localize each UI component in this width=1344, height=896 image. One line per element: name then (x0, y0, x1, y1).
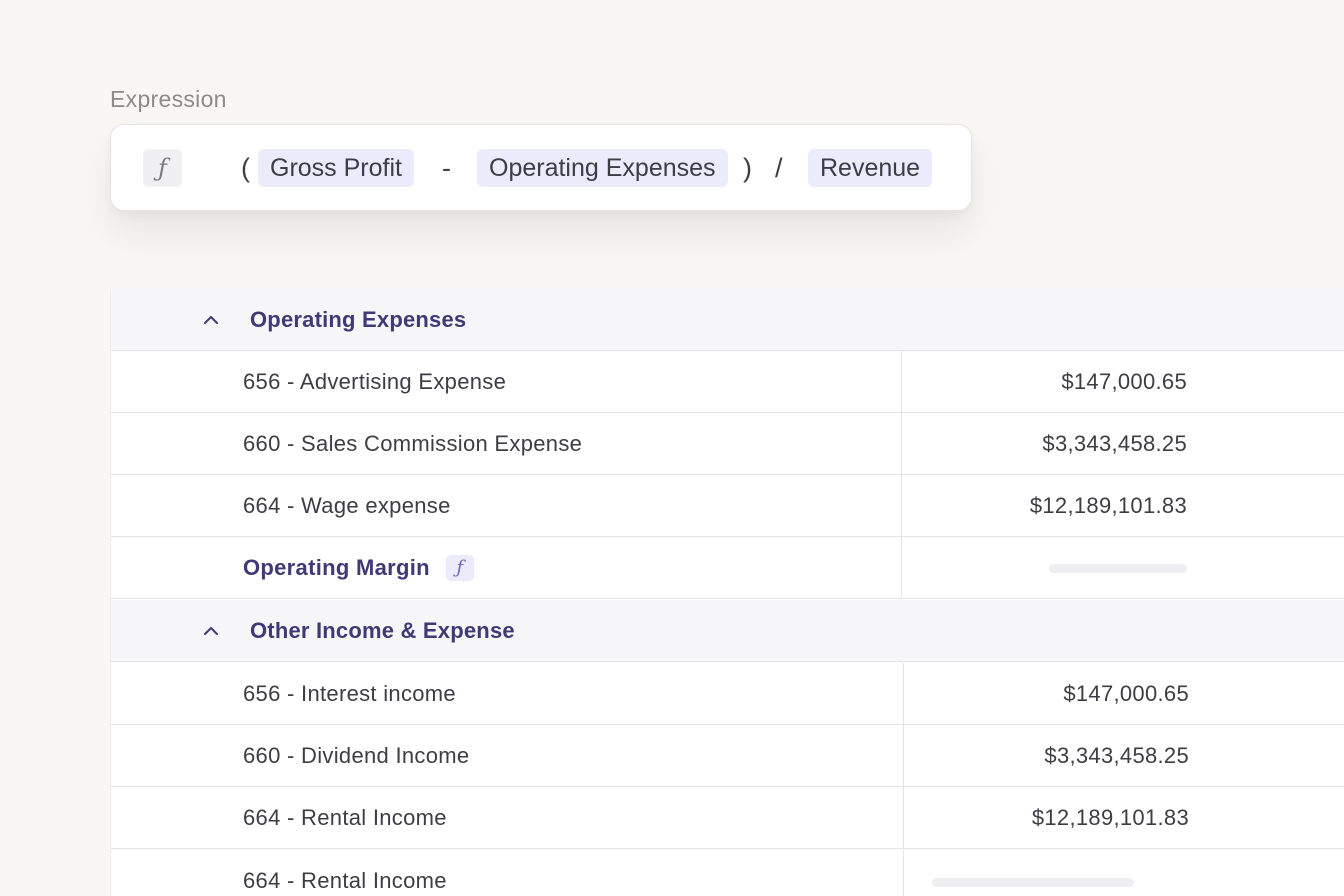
token-operating-expenses[interactable]: Operating Expenses (477, 149, 728, 187)
group-label: Operating Expenses (250, 306, 467, 332)
table-row[interactable]: 664 - Rental Income (111, 850, 1344, 896)
column-divider (903, 850, 904, 896)
function-icon: ƒ (445, 554, 474, 581)
column-divider (903, 787, 904, 848)
account-name: 660 - Dividend Income (243, 742, 470, 768)
expression-editor[interactable]: ƒ ( Gross Profit - Operating Expenses ) … (110, 124, 972, 211)
table-row[interactable]: 660 - Sales Commission Expense $3,343,45… (111, 413, 1344, 475)
chevron-up-icon[interactable] (203, 623, 219, 639)
account-name: 656 - Advertising Expense (243, 368, 507, 394)
group-header-other-income-expense[interactable]: Other Income & Expense (111, 600, 1344, 662)
column-divider (901, 413, 902, 474)
account-value: $12,189,101.83 (1029, 492, 1187, 518)
column-divider (901, 475, 902, 536)
loading-placeholder (932, 878, 1134, 887)
column-divider (901, 351, 902, 412)
account-name: 664 - Rental Income (243, 868, 447, 893)
close-paren: ) (743, 152, 752, 183)
account-name: 664 - Rental Income (243, 804, 447, 830)
account-value: $3,343,458.25 (1044, 742, 1189, 768)
token-revenue[interactable]: Revenue (808, 149, 933, 187)
table-row[interactable]: 660 - Dividend Income $3,343,458.25 (111, 725, 1344, 787)
table-row[interactable]: 656 - Advertising Expense $147,000.65 (111, 351, 1344, 413)
account-name: 664 - Wage expense (243, 492, 451, 518)
account-value: $12,189,101.83 (1031, 804, 1189, 830)
function-icon: ƒ (143, 149, 182, 187)
column-divider (903, 725, 904, 786)
table-row[interactable]: 664 - Rental Income $12,189,101.83 (111, 787, 1344, 849)
operator-minus: - (442, 152, 451, 183)
financial-table: Operating Expenses 656 - Advertising Exp… (110, 289, 1344, 896)
account-value: $3,343,458.25 (1042, 430, 1187, 456)
table-row[interactable]: 656 - Interest income $147,000.65 (111, 663, 1344, 725)
account-value: $147,000.65 (1063, 680, 1189, 706)
account-value: $147,000.65 (1061, 368, 1187, 394)
token-gross-profit[interactable]: Gross Profit (258, 149, 414, 187)
formula-row-operating-margin[interactable]: Operating Margin ƒ (111, 537, 1344, 599)
group-header-operating-expenses[interactable]: Operating Expenses (111, 289, 1344, 351)
expression-label: Expression (110, 86, 227, 112)
account-name: 660 - Sales Commission Expense (243, 430, 583, 456)
table-row[interactable]: 664 - Wage expense $12,189,101.83 (111, 475, 1344, 537)
column-divider (903, 663, 904, 724)
formula-label: Operating Margin (243, 554, 430, 580)
open-paren: ( (241, 152, 250, 183)
operator-divide: / (775, 152, 783, 183)
column-divider (901, 537, 902, 598)
chevron-up-icon[interactable] (203, 312, 219, 328)
formula-name: Operating Margin ƒ (243, 554, 474, 581)
group-label: Other Income & Expense (250, 617, 515, 643)
account-name: 656 - Interest income (243, 680, 456, 706)
loading-placeholder (1049, 564, 1187, 573)
